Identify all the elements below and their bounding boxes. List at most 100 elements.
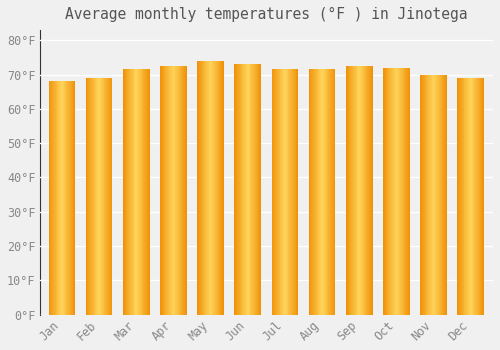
Bar xyxy=(148,70,149,315)
Bar xyxy=(406,68,407,315)
Bar xyxy=(472,78,474,315)
Bar xyxy=(429,75,430,315)
Bar xyxy=(294,70,296,315)
Bar xyxy=(466,78,467,315)
Bar xyxy=(312,70,313,315)
Bar xyxy=(209,61,210,315)
Bar xyxy=(99,78,100,315)
Bar xyxy=(432,75,434,315)
Bar xyxy=(477,78,478,315)
Bar xyxy=(244,64,245,315)
Bar xyxy=(483,78,484,315)
Bar xyxy=(130,70,131,315)
Bar xyxy=(274,70,275,315)
Bar xyxy=(371,66,372,315)
Bar xyxy=(110,78,112,315)
Bar xyxy=(68,82,69,315)
Bar xyxy=(459,78,460,315)
Bar xyxy=(206,61,207,315)
Bar xyxy=(323,70,324,315)
Bar xyxy=(98,78,99,315)
Bar xyxy=(460,78,461,315)
Bar xyxy=(147,70,148,315)
Bar xyxy=(391,68,392,315)
Bar xyxy=(220,61,222,315)
Bar xyxy=(92,78,93,315)
Bar xyxy=(139,70,140,315)
Bar xyxy=(176,66,177,315)
Bar xyxy=(321,70,322,315)
Bar xyxy=(55,82,56,315)
Bar xyxy=(250,64,252,315)
Bar xyxy=(396,68,398,315)
Bar xyxy=(464,78,466,315)
Bar xyxy=(332,70,333,315)
Bar xyxy=(288,70,290,315)
Bar xyxy=(361,66,362,315)
Bar xyxy=(172,66,174,315)
Bar xyxy=(328,70,329,315)
Bar xyxy=(89,78,90,315)
Bar xyxy=(170,66,172,315)
Bar xyxy=(245,64,246,315)
Bar xyxy=(254,64,255,315)
Bar xyxy=(100,78,101,315)
Bar xyxy=(238,64,239,315)
Bar xyxy=(355,66,356,315)
Bar xyxy=(74,82,76,315)
Bar xyxy=(352,66,353,315)
Bar xyxy=(207,61,208,315)
Bar xyxy=(420,75,421,315)
Bar xyxy=(169,66,170,315)
Bar xyxy=(324,70,325,315)
Bar xyxy=(446,75,447,315)
Bar xyxy=(70,82,71,315)
Bar xyxy=(208,61,209,315)
Bar xyxy=(145,70,146,315)
Bar xyxy=(214,61,215,315)
Bar xyxy=(346,66,348,315)
Bar xyxy=(392,68,393,315)
Bar xyxy=(67,82,68,315)
Bar xyxy=(186,66,187,315)
Bar xyxy=(94,78,96,315)
Bar xyxy=(324,70,326,315)
Bar xyxy=(285,70,286,315)
Bar xyxy=(217,61,218,315)
Bar xyxy=(134,70,136,315)
Bar xyxy=(101,78,102,315)
Bar xyxy=(170,66,171,315)
Bar xyxy=(178,66,179,315)
Bar xyxy=(350,66,351,315)
Bar xyxy=(399,68,400,315)
Bar xyxy=(370,66,371,315)
Bar xyxy=(218,61,220,315)
Bar xyxy=(386,68,388,315)
Title: Average monthly temperatures (°F ) in Jinotega: Average monthly temperatures (°F ) in Ji… xyxy=(65,7,468,22)
Bar xyxy=(458,78,459,315)
Bar xyxy=(440,75,442,315)
Bar xyxy=(107,78,108,315)
Bar xyxy=(50,82,51,315)
Bar xyxy=(140,70,141,315)
Bar xyxy=(91,78,92,315)
Bar xyxy=(64,82,66,315)
Bar xyxy=(93,78,94,315)
Bar xyxy=(423,75,424,315)
Bar xyxy=(393,68,394,315)
Bar xyxy=(475,78,476,315)
Bar xyxy=(242,64,244,315)
Bar xyxy=(56,82,58,315)
Bar xyxy=(445,75,446,315)
Bar xyxy=(132,70,134,315)
Bar xyxy=(480,78,482,315)
Bar xyxy=(246,64,247,315)
Bar xyxy=(128,70,129,315)
Bar xyxy=(439,75,440,315)
Bar xyxy=(384,68,385,315)
Bar xyxy=(316,70,318,315)
Bar xyxy=(108,78,109,315)
Bar xyxy=(60,82,61,315)
Bar xyxy=(212,61,214,315)
Bar xyxy=(320,70,321,315)
